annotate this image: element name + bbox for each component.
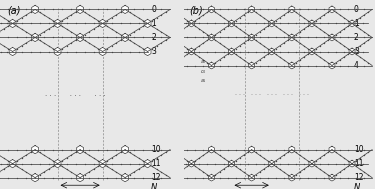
Text: (a): (a) xyxy=(7,6,21,16)
Polygon shape xyxy=(32,33,39,42)
Text: N: N xyxy=(151,183,157,189)
Polygon shape xyxy=(289,6,295,13)
Polygon shape xyxy=(289,146,295,153)
Polygon shape xyxy=(349,20,355,27)
Polygon shape xyxy=(76,174,84,182)
Text: (b): (b) xyxy=(189,6,203,16)
Text: 2: 2 xyxy=(354,33,359,42)
Polygon shape xyxy=(249,34,255,41)
Polygon shape xyxy=(209,174,214,181)
Polygon shape xyxy=(209,62,214,69)
Polygon shape xyxy=(249,6,255,13)
Polygon shape xyxy=(229,48,234,55)
Polygon shape xyxy=(9,160,16,168)
Polygon shape xyxy=(249,174,255,181)
Polygon shape xyxy=(122,146,129,154)
Text: N: N xyxy=(354,183,360,189)
Polygon shape xyxy=(188,48,194,55)
Polygon shape xyxy=(122,33,129,42)
Text: $c_0$: $c_0$ xyxy=(200,68,207,76)
Polygon shape xyxy=(188,160,194,167)
Polygon shape xyxy=(144,47,151,56)
Polygon shape xyxy=(229,20,234,27)
Polygon shape xyxy=(229,160,234,167)
Polygon shape xyxy=(122,174,129,182)
Polygon shape xyxy=(249,62,255,69)
Polygon shape xyxy=(99,160,106,168)
Text: 1: 1 xyxy=(151,19,156,28)
Polygon shape xyxy=(9,19,16,28)
Polygon shape xyxy=(99,47,106,56)
Text: 12: 12 xyxy=(151,173,161,182)
Polygon shape xyxy=(122,5,129,14)
Polygon shape xyxy=(349,160,355,167)
Polygon shape xyxy=(209,34,214,41)
Text: 10: 10 xyxy=(151,145,161,154)
Polygon shape xyxy=(309,20,315,27)
Polygon shape xyxy=(289,174,295,181)
Polygon shape xyxy=(329,6,335,13)
Polygon shape xyxy=(309,160,315,167)
Polygon shape xyxy=(209,146,214,153)
Polygon shape xyxy=(329,34,335,41)
Text: $a_0$: $a_0$ xyxy=(200,58,207,66)
Polygon shape xyxy=(329,146,335,153)
Polygon shape xyxy=(99,19,106,28)
Polygon shape xyxy=(32,146,39,154)
Text: 12: 12 xyxy=(354,173,363,182)
Polygon shape xyxy=(54,47,61,56)
Polygon shape xyxy=(54,160,61,168)
Polygon shape xyxy=(269,48,275,55)
Text: 0: 0 xyxy=(354,5,359,14)
Text: . . .   . . .   . . .   . . .   . . .: . . . . . . . . . . . . . . . xyxy=(235,91,309,96)
Polygon shape xyxy=(76,146,84,154)
Text: $a_1$: $a_1$ xyxy=(200,77,207,85)
Polygon shape xyxy=(188,20,194,27)
Polygon shape xyxy=(76,5,84,14)
Polygon shape xyxy=(329,62,335,69)
Text: 3: 3 xyxy=(151,47,156,56)
Polygon shape xyxy=(54,19,61,28)
Text: 10: 10 xyxy=(354,145,364,154)
Polygon shape xyxy=(32,174,39,182)
Polygon shape xyxy=(349,48,355,55)
Text: 4: 4 xyxy=(354,61,359,70)
Polygon shape xyxy=(269,20,275,27)
Text: . . .      . . .      . . .: . . . . . . . . . xyxy=(45,91,106,97)
Polygon shape xyxy=(76,33,84,42)
Polygon shape xyxy=(249,146,255,153)
Polygon shape xyxy=(329,174,335,181)
Polygon shape xyxy=(209,6,214,13)
Polygon shape xyxy=(289,34,295,41)
Text: 3: 3 xyxy=(354,47,359,56)
Text: 1: 1 xyxy=(354,19,359,28)
Text: 11: 11 xyxy=(354,159,363,168)
Polygon shape xyxy=(32,5,39,14)
Text: 0: 0 xyxy=(151,5,156,14)
Polygon shape xyxy=(309,48,315,55)
Polygon shape xyxy=(9,47,16,56)
Text: 11: 11 xyxy=(151,159,161,168)
Polygon shape xyxy=(144,160,151,168)
Polygon shape xyxy=(144,19,151,28)
Polygon shape xyxy=(289,62,295,69)
Polygon shape xyxy=(269,160,275,167)
Text: 2: 2 xyxy=(151,33,156,42)
